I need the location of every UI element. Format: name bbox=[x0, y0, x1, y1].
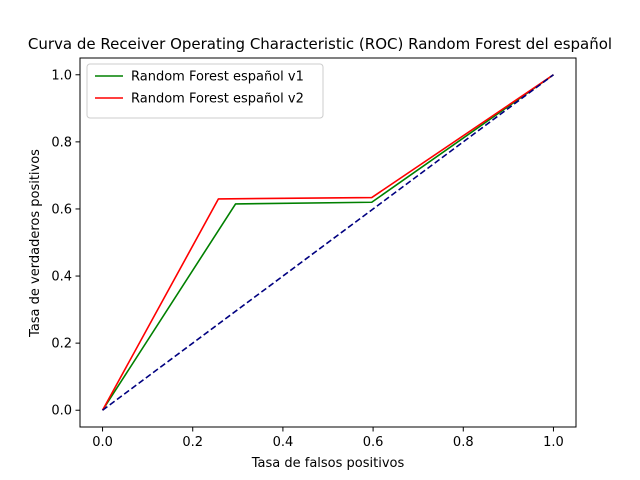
x-tick-label: 0.2 bbox=[182, 435, 203, 450]
x-tick-label: 0.6 bbox=[363, 435, 384, 450]
y-tick-label: 0.8 bbox=[51, 135, 72, 150]
y-tick-label: 1.0 bbox=[51, 68, 72, 83]
y-tick-label: 0.4 bbox=[51, 270, 72, 285]
legend-box bbox=[86, 63, 324, 119]
series-line-1 bbox=[101, 74, 554, 411]
series-line-2 bbox=[101, 74, 554, 411]
legend-label: Random Forest español v1 bbox=[131, 70, 304, 85]
x-tick-label: 0.4 bbox=[273, 435, 294, 450]
y-axis-label: Tasa de verdaderos positivos bbox=[28, 149, 43, 338]
y-tick-label: 0.2 bbox=[51, 337, 72, 352]
legend-label: Random Forest español v2 bbox=[131, 92, 304, 107]
x-tick-label: 1.0 bbox=[543, 435, 564, 450]
diagonal-reference-line bbox=[102, 74, 554, 411]
x-axis-label: Tasa de falsos positivos bbox=[251, 456, 405, 471]
axes-frame bbox=[79, 57, 577, 428]
legend: Random Forest español v1 Random Forest es… bbox=[86, 63, 324, 119]
y-tick-label: 0.6 bbox=[51, 202, 72, 217]
chart-title: Curva de Receiver Operating Characterist… bbox=[28, 35, 612, 53]
x-tick-label: 0.8 bbox=[453, 435, 474, 450]
y-tick-label: 0.0 bbox=[51, 404, 72, 419]
x-tick-label: 0.0 bbox=[92, 435, 113, 450]
plot-area: 0.0 0.2 0.4 0.6 0.8 1.0 0.0 0.2 0.4 0.6 0.8 1.0 bbox=[51, 57, 577, 450]
